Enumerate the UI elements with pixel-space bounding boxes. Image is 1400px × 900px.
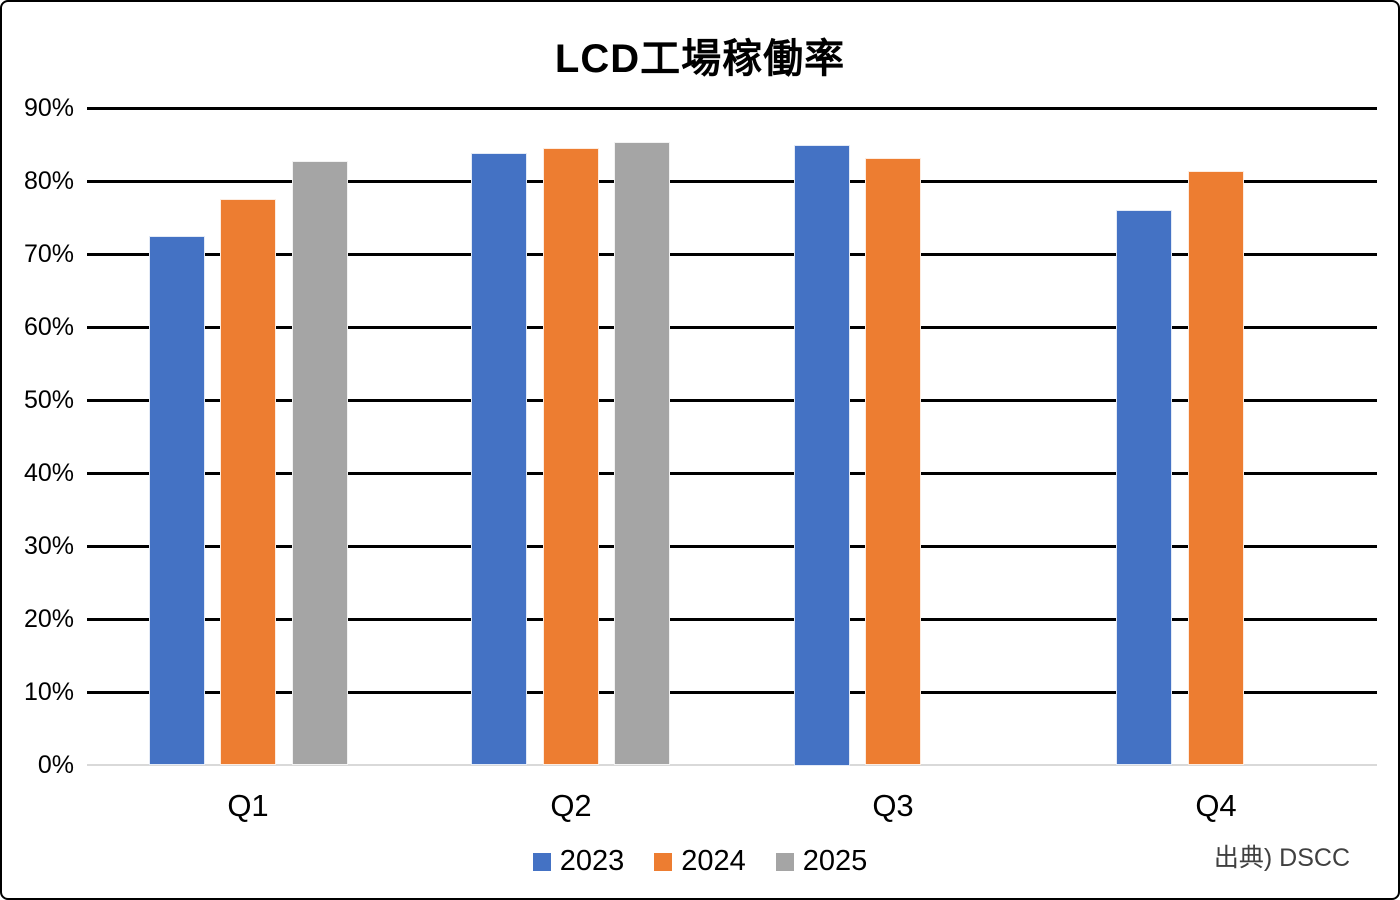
gridline-50 [87, 399, 1377, 402]
bar-q2-2024 [543, 148, 599, 765]
gridline-90 [87, 107, 1377, 110]
chart-title: LCD工場稼働率 [554, 37, 846, 81]
bar-q2-2023 [471, 153, 527, 765]
x-tick-label-q2: Q2 [550, 788, 592, 823]
bar-q1-2025 [292, 161, 348, 765]
source-note: 出典) DSCC [1213, 844, 1350, 872]
legend-label-2023: 2023 [559, 845, 625, 877]
y-tick-label: 60% [23, 313, 74, 341]
y-tick-label: 20% [23, 605, 74, 633]
gridline-70 [87, 253, 1377, 256]
legend-item-2024: 2024 [654, 845, 746, 878]
y-tick-label: 30% [23, 532, 74, 560]
chart-legend: 2023 2024 2025 [2, 845, 1398, 878]
gridline-60 [87, 326, 1377, 329]
gridline-20 [87, 618, 1377, 621]
legend-swatch-2025 [775, 852, 794, 871]
legend-swatch-2024 [654, 852, 673, 871]
x-axis-line [87, 764, 1377, 766]
y-tick-label: 80% [23, 167, 74, 195]
x-tick-label-q4: Q4 [1195, 788, 1237, 823]
bar-q3-2023 [794, 145, 850, 766]
y-tick-label: 0% [37, 751, 74, 779]
y-tick-label: 50% [23, 386, 74, 414]
y-tick-label: 90% [23, 94, 74, 122]
legend-item-2025: 2025 [775, 845, 868, 878]
gridline-40 [87, 472, 1377, 475]
bar-q4-2024 [1188, 171, 1244, 765]
bar-q2-2025 [614, 142, 670, 765]
y-tick-label: 10% [23, 678, 74, 706]
x-tick-label-q3: Q3 [872, 788, 914, 823]
legend-swatch-2023 [532, 852, 551, 871]
bar-q3-2024 [865, 158, 921, 765]
bar-q4-2023 [1116, 210, 1172, 765]
bar-q1-2023 [149, 236, 205, 765]
y-tick-label: 40% [23, 459, 74, 487]
x-tick-label-q1: Q1 [227, 788, 269, 823]
bar-q1-2024 [220, 199, 276, 765]
legend-label-2025: 2025 [802, 845, 868, 877]
gridline-80 [87, 180, 1377, 183]
y-tick-label: 70% [23, 240, 74, 268]
gridline-30 [87, 545, 1377, 548]
legend-item-2023: 2023 [532, 845, 625, 878]
legend-label-2024: 2024 [681, 845, 746, 877]
gridline-10 [87, 691, 1377, 694]
